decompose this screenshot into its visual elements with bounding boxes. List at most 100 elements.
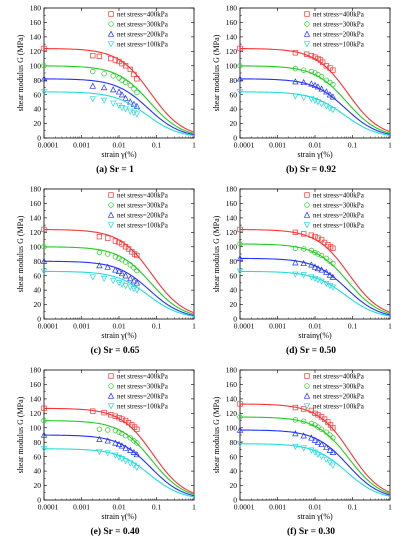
- legend-marker-triangle-up: [303, 392, 311, 399]
- fit-curve-1: [239, 65, 391, 134]
- x-tick-label: 0.01: [112, 141, 125, 150]
- data-point-triangle-up: [100, 83, 108, 91]
- y-tick-label: 0: [233, 134, 237, 143]
- data-point-triangle-up: [40, 75, 48, 82]
- data-point-triangle-down: [329, 107, 337, 114]
- data-point-triangle-down: [329, 284, 337, 291]
- x-tick-label: 0.0001: [234, 141, 255, 150]
- y-tick-label: 40: [230, 286, 238, 295]
- data-point-triangle-up: [236, 426, 244, 433]
- legend-marker-square: [304, 11, 310, 17]
- data-point-triangle-up: [112, 439, 119, 446]
- y-axis-label: shear modulus G (MPa): [16, 396, 25, 473]
- legend-label: net stress=400kPa: [313, 373, 365, 381]
- data-point-square: [237, 226, 243, 233]
- fit-curve-3: [43, 91, 195, 137]
- data-point-square: [134, 426, 140, 432]
- data-point-triangle-up: [292, 259, 299, 266]
- y-tick-label: 40: [34, 286, 42, 295]
- y-tick-label: 100: [30, 61, 42, 70]
- data-point-circle: [292, 245, 299, 251]
- fit-curve-0: [239, 403, 391, 493]
- data-point-circle: [101, 71, 107, 77]
- y-tick-label: 60: [34, 271, 42, 280]
- y-tick-label: 100: [226, 61, 238, 70]
- data-point-triangle-up: [326, 91, 334, 98]
- data-point-circle: [96, 249, 103, 256]
- x-tick-label: 0.1: [348, 322, 358, 331]
- legend-label: net stress=400kPa: [313, 192, 365, 200]
- data-point-circle: [116, 429, 122, 435]
- data-point-circle: [323, 255, 329, 261]
- data-point-triangle-up: [115, 88, 123, 95]
- data-point-triangle-up: [292, 430, 299, 437]
- data-point-circle: [116, 255, 122, 261]
- legend-marker-triangle-down: [303, 41, 311, 48]
- y-tick-label: 100: [226, 423, 238, 432]
- data-point-circle: [105, 251, 111, 257]
- data-point-triangle-down: [292, 443, 299, 451]
- data-point-circle: [237, 414, 243, 420]
- data-point-triangle-down: [300, 445, 307, 452]
- data-point-square: [237, 401, 243, 407]
- data-point-square: [96, 234, 103, 240]
- y-tick-label: 160: [226, 380, 238, 389]
- y-axis-label: shear modulus G (MPa): [212, 396, 221, 473]
- legend-label: net stress=300kPa: [313, 383, 365, 391]
- data-point-circle: [134, 267, 140, 274]
- data-point-circle: [122, 79, 129, 86]
- x-axis-label: strainγ(%): [298, 331, 332, 340]
- legend-marker-circle: [108, 202, 114, 208]
- data-point-triangle-up: [118, 270, 126, 277]
- legend-marker-triangle-down: [107, 41, 115, 48]
- x-axis-label: strain γ(%): [101, 331, 137, 340]
- data-point-triangle-up: [311, 81, 319, 88]
- data-point-triangle-up: [300, 259, 307, 267]
- data-point-square: [112, 57, 119, 63]
- data-point-triangle-up: [122, 94, 129, 101]
- data-point-circle: [301, 418, 307, 424]
- data-point-triangle-down: [300, 272, 307, 279]
- chart-panel-1: 0 20 40 60 80 100 120 140 160 180 0.0001 0.001 0.01 0…: [212, 4, 392, 175]
- legend-label: net stress=200kPa: [313, 31, 365, 39]
- x-tick-label: 0.001: [269, 141, 286, 150]
- data-point-triangle-up: [300, 78, 307, 86]
- data-point-triangle-up: [308, 80, 315, 87]
- data-point-triangle-down: [110, 100, 117, 107]
- data-point-circle: [134, 440, 140, 446]
- data-point-triangle-up: [130, 448, 138, 455]
- x-tick-label: 1: [192, 322, 196, 331]
- data-point-square: [330, 67, 336, 73]
- x-axis-label: strain γ(%): [297, 512, 333, 521]
- legend-label: net stress=100kPa: [117, 403, 169, 411]
- fit-curve-2: [239, 78, 391, 135]
- data-point-circle: [105, 427, 111, 433]
- data-point-circle: [96, 426, 103, 432]
- fit-curve-2: [43, 260, 195, 317]
- data-point-circle: [112, 428, 119, 434]
- legend-label: net stress=100kPa: [313, 41, 365, 49]
- legend-marker-triangle-down: [303, 222, 311, 229]
- data-point-triangle-up: [96, 262, 103, 269]
- data-point-triangle-down: [89, 274, 96, 281]
- y-tick-label: 160: [30, 18, 42, 27]
- data-point-circle: [237, 63, 243, 69]
- data-point-circle: [301, 67, 307, 73]
- data-point-circle: [318, 252, 325, 259]
- data-point-triangle-down: [122, 106, 129, 113]
- data-point-triangle-down: [292, 271, 299, 278]
- data-point-triangle-down: [236, 268, 244, 275]
- x-tick-label: 1: [388, 322, 392, 331]
- y-tick-label: 120: [226, 409, 238, 418]
- legend-label: net stress=300kPa: [313, 21, 365, 29]
- chart-panel-2: 0 20 40 60 80 100 120 140 160 180 0.0001 0.001 0.01 0…: [16, 185, 196, 356]
- data-point-circle: [122, 433, 129, 439]
- data-point-square: [301, 406, 307, 412]
- data-point-circle: [127, 82, 133, 88]
- y-tick-label: 140: [30, 32, 42, 41]
- data-point-triangle-up: [130, 277, 138, 284]
- x-tick-label: 0.01: [308, 322, 321, 331]
- data-point-triangle-down: [40, 268, 48, 275]
- data-point-triangle-down: [133, 464, 141, 471]
- fit-curve-2: [239, 257, 391, 316]
